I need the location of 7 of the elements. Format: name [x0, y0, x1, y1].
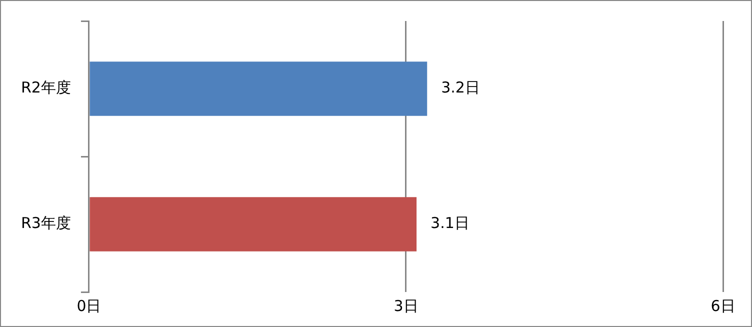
y-tick-label: R3年度	[20, 214, 71, 232]
data-label: 3.2日	[441, 78, 480, 97]
x-tick-label: 0日	[76, 296, 102, 315]
x-tick-label: 3日	[394, 296, 418, 315]
data-label: 3.1日	[430, 214, 470, 232]
x-tick-label: 6日	[710, 296, 736, 315]
y-tick-label: R2年度	[20, 78, 71, 97]
